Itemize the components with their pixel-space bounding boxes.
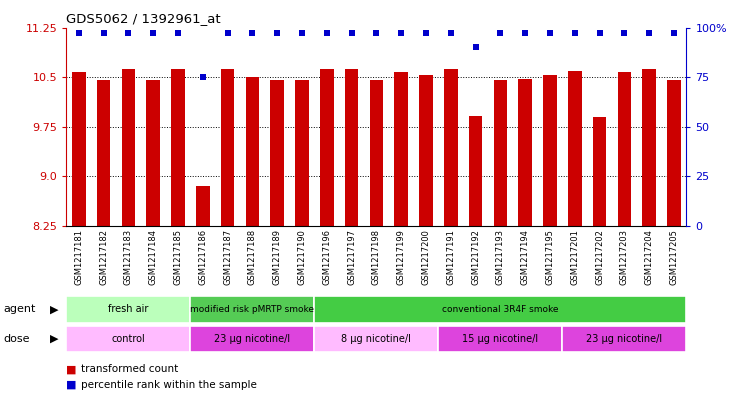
Text: dose: dose — [4, 334, 30, 344]
Bar — [568, 71, 582, 226]
Bar — [345, 68, 359, 226]
Point — [246, 30, 258, 37]
Point — [520, 30, 531, 37]
Text: 15 μg nicotine/l: 15 μg nicotine/l — [462, 334, 539, 344]
Bar — [196, 185, 210, 226]
Bar — [494, 80, 507, 226]
Bar — [593, 117, 607, 226]
Text: 8 μg nicotine/l: 8 μg nicotine/l — [342, 334, 411, 344]
Bar — [190, 326, 314, 352]
Text: control: control — [111, 334, 145, 344]
Bar — [642, 69, 656, 226]
Bar — [171, 68, 184, 226]
Bar — [618, 72, 631, 226]
Text: conventional 3R4F smoke: conventional 3R4F smoke — [442, 305, 559, 314]
Point — [370, 30, 382, 37]
Point — [445, 30, 457, 37]
Bar — [419, 75, 432, 226]
Bar — [370, 80, 383, 226]
Point — [494, 30, 506, 37]
Bar — [72, 72, 86, 226]
Point — [345, 30, 357, 37]
Bar — [444, 69, 458, 226]
Text: ■: ■ — [66, 380, 77, 390]
Text: ▶: ▶ — [50, 334, 59, 344]
Point — [420, 30, 432, 37]
Point — [197, 74, 209, 80]
Point — [644, 30, 655, 37]
Point — [272, 30, 283, 37]
Point — [148, 30, 159, 37]
Point — [123, 30, 134, 37]
Text: transformed count: transformed count — [81, 364, 179, 375]
Text: 23 μg nicotine/l: 23 μg nicotine/l — [586, 334, 663, 344]
Text: modified risk pMRTP smoke: modified risk pMRTP smoke — [190, 305, 314, 314]
Bar — [469, 116, 483, 226]
Point — [296, 30, 308, 37]
Bar — [438, 326, 562, 352]
Bar — [667, 80, 680, 226]
Bar — [221, 68, 235, 226]
Bar — [518, 79, 532, 226]
Text: ▶: ▶ — [50, 305, 59, 314]
Point — [221, 30, 233, 37]
Bar — [314, 296, 686, 323]
Bar — [122, 68, 135, 226]
Bar — [66, 326, 190, 352]
Point — [544, 30, 556, 37]
Point — [396, 30, 407, 37]
Point — [569, 30, 581, 37]
Point — [73, 30, 85, 37]
Point — [618, 30, 630, 37]
Text: agent: agent — [4, 305, 36, 314]
Bar — [270, 80, 284, 226]
Point — [593, 30, 605, 37]
Bar — [320, 69, 334, 226]
Bar — [66, 296, 190, 323]
Bar — [295, 80, 308, 226]
Bar — [146, 80, 160, 226]
Text: fresh air: fresh air — [108, 305, 148, 314]
Point — [172, 30, 184, 37]
Bar — [246, 77, 259, 226]
Point — [668, 30, 680, 37]
Text: percentile rank within the sample: percentile rank within the sample — [81, 380, 257, 390]
Text: GDS5062 / 1392961_at: GDS5062 / 1392961_at — [66, 12, 221, 25]
Point — [321, 30, 333, 37]
Bar — [190, 296, 314, 323]
Bar — [562, 326, 686, 352]
Text: ■: ■ — [66, 364, 77, 375]
Bar — [97, 80, 111, 226]
Point — [469, 44, 481, 50]
Bar — [543, 75, 556, 226]
Text: 23 μg nicotine/l: 23 μg nicotine/l — [214, 334, 291, 344]
Point — [97, 30, 109, 37]
Bar — [394, 72, 408, 226]
Bar — [314, 326, 438, 352]
